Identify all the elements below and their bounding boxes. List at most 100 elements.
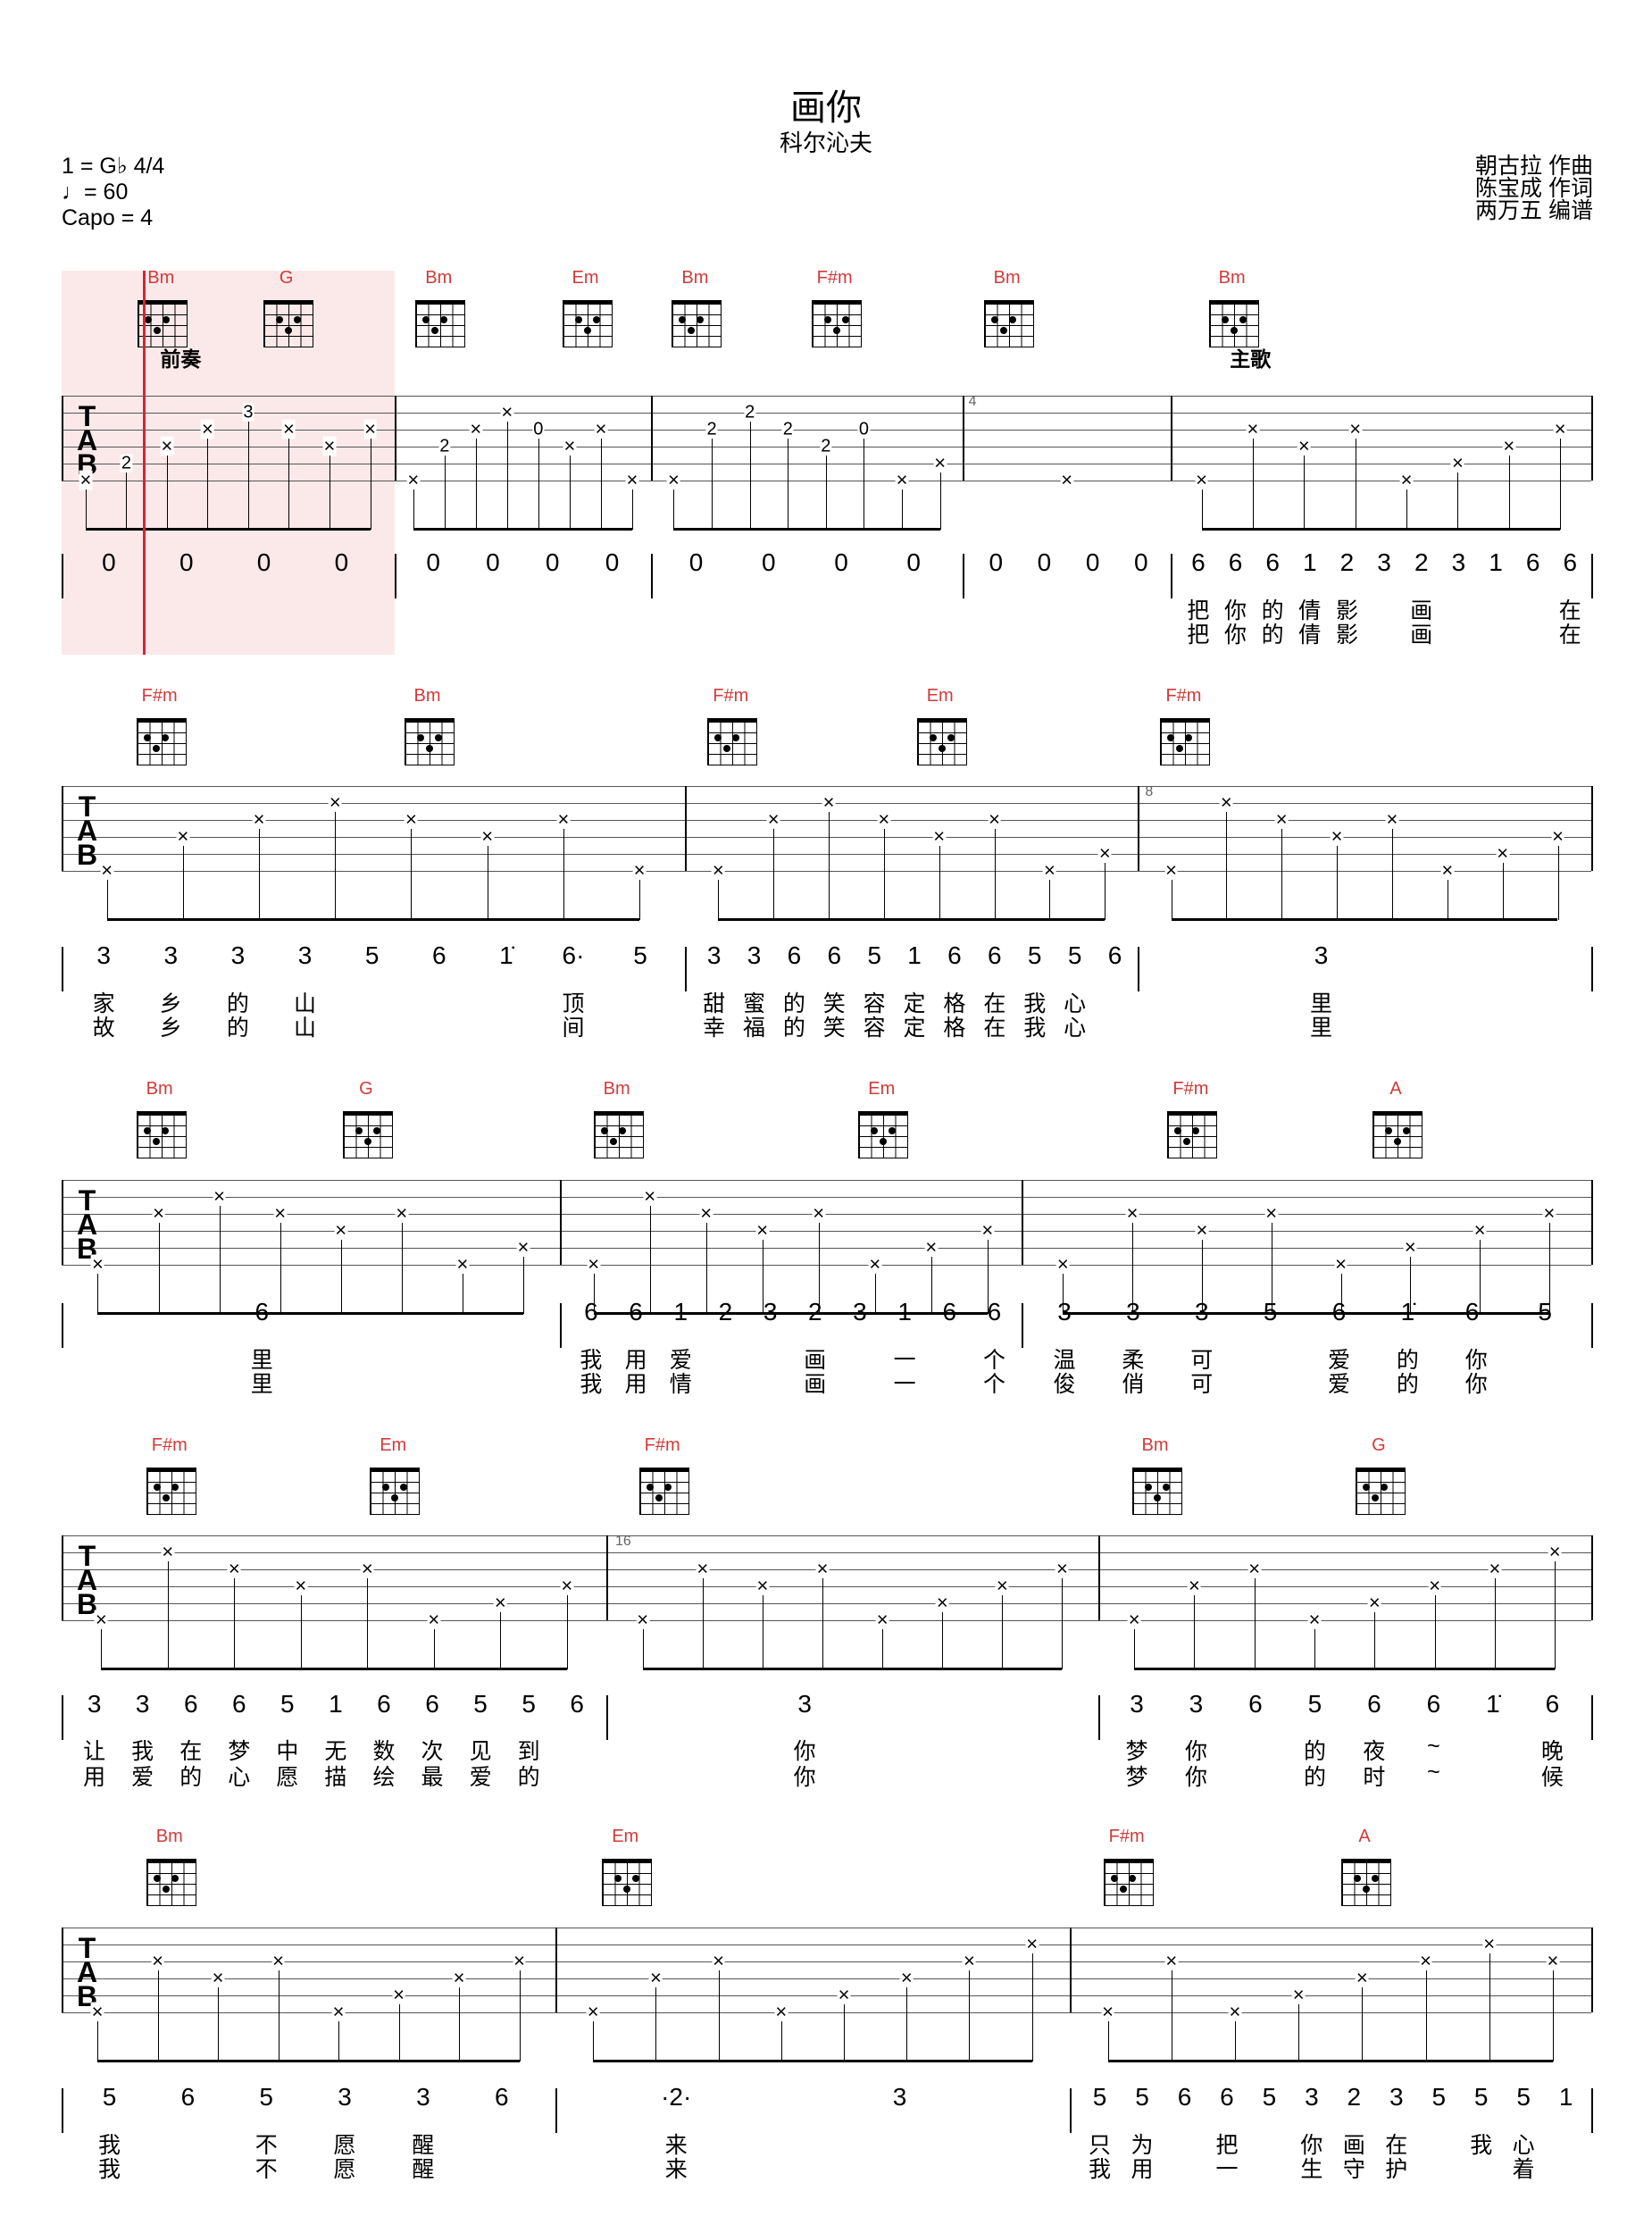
finger-dot-icon bbox=[1403, 1126, 1411, 1134]
finger-dot-icon bbox=[143, 1126, 151, 1134]
chord-name[interactable]: F#m bbox=[713, 685, 749, 706]
jianpu-note: 3 bbox=[1451, 548, 1466, 577]
jianpu-note: 5 bbox=[1262, 2082, 1277, 2111]
lyric-line-2: 你 bbox=[1184, 1765, 1207, 1791]
tab-note-x: × bbox=[1187, 1574, 1201, 1597]
note-beam bbox=[1171, 918, 1558, 922]
note-stem bbox=[712, 439, 713, 531]
finger-dot-icon bbox=[732, 733, 740, 741]
playback-cursor[interactable] bbox=[143, 271, 146, 655]
chord-name[interactable]: Bm bbox=[413, 685, 441, 706]
lyric-line-1: 顶 bbox=[562, 991, 585, 1017]
chord-name[interactable]: F#m bbox=[141, 685, 178, 706]
chord-name[interactable]: A bbox=[1358, 1827, 1371, 1847]
chord-name[interactable]: G bbox=[359, 1078, 373, 1099]
lyric-line-2: 的 bbox=[1261, 622, 1284, 648]
jianpu-note: 5 bbox=[633, 941, 647, 970]
arranger: 两万五 编谱 bbox=[1475, 198, 1593, 223]
finger-dot-icon bbox=[574, 316, 582, 324]
note-stem bbox=[882, 1629, 884, 1670]
note-stem bbox=[718, 1970, 720, 2062]
note-stem bbox=[335, 812, 337, 921]
lyric-line-1: 画 bbox=[804, 1347, 827, 1373]
note-stem bbox=[1457, 473, 1459, 531]
lyric-line-1: 只 bbox=[1089, 2132, 1112, 2158]
note-stem bbox=[500, 1612, 502, 1670]
finger-dot-icon bbox=[1362, 1483, 1370, 1491]
staff-line bbox=[61, 871, 1591, 873]
chord-name[interactable]: Bm bbox=[993, 268, 1021, 289]
jianpu-note: 6 bbox=[1107, 941, 1122, 970]
finger-dot-icon bbox=[723, 744, 731, 752]
chord-name[interactable]: A bbox=[1389, 1078, 1402, 1099]
chord-name[interactable]: Bm bbox=[603, 1078, 630, 1099]
lyric-line-2: 定 bbox=[903, 1016, 926, 1041]
chord-name[interactable]: F#m bbox=[644, 1434, 680, 1455]
tab-note-x: × bbox=[406, 468, 421, 491]
note-stem bbox=[593, 1273, 595, 1314]
chord-name[interactable]: F#m bbox=[816, 268, 853, 289]
chord-name[interactable]: F#m bbox=[1172, 1078, 1209, 1099]
tab-fret-number: 2 bbox=[438, 437, 451, 457]
jianpu-note: 6 bbox=[1367, 1689, 1381, 1718]
barline bbox=[61, 396, 63, 481]
tab-fret-number: 0 bbox=[857, 420, 871, 440]
chord-name[interactable]: Bm bbox=[155, 1827, 183, 1847]
tab-note-x: × bbox=[363, 417, 377, 440]
tab-note-x: × bbox=[995, 1574, 1009, 1597]
chord-name[interactable]: Em bbox=[926, 685, 954, 706]
chord-name[interactable]: Bm bbox=[425, 268, 453, 289]
chord-name[interactable]: Em bbox=[380, 1434, 407, 1455]
finger-dot-icon bbox=[163, 316, 171, 324]
jianpu-note: 6 bbox=[425, 1689, 439, 1718]
chord-name[interactable]: Bm bbox=[1141, 1434, 1169, 1455]
jianpu-note: 0 bbox=[334, 548, 349, 577]
note-stem bbox=[278, 1970, 280, 2062]
chord-name[interactable]: Bm bbox=[1218, 268, 1246, 289]
lyric-line-2: 最 bbox=[421, 1765, 444, 1791]
lyric-line-2: 我 bbox=[580, 1371, 603, 1397]
lyric-line-2: 的 bbox=[517, 1765, 540, 1791]
chord-name[interactable]: F#m bbox=[1108, 1827, 1145, 1847]
lyric-line-1: 格 bbox=[943, 991, 966, 1017]
finger-dot-icon bbox=[363, 1137, 371, 1145]
tab-note-x: × bbox=[493, 1591, 507, 1614]
lyric-line-2: 倩 bbox=[1298, 622, 1322, 648]
note-stem bbox=[97, 2021, 99, 2062]
lyric-line-2: 我 bbox=[1089, 2156, 1112, 2182]
finger-dot-icon bbox=[400, 1483, 408, 1491]
jianpu-note: 5 bbox=[473, 1689, 488, 1718]
jianpu-note: 6 bbox=[254, 1297, 270, 1326]
finger-dot-icon bbox=[382, 1483, 390, 1491]
chord-name[interactable]: F#m bbox=[151, 1434, 188, 1455]
finger-dot-icon bbox=[1128, 1875, 1136, 1883]
chord-name[interactable]: Bm bbox=[681, 268, 709, 289]
note-stem bbox=[1560, 439, 1562, 531]
chord-name[interactable]: G bbox=[1372, 1434, 1386, 1455]
chord-name[interactable]: Bm bbox=[146, 1078, 173, 1099]
jianpu-note: 5 bbox=[1431, 2082, 1447, 2111]
chord-name[interactable]: G bbox=[279, 268, 294, 289]
lyric-line-2: 愿 bbox=[276, 1765, 299, 1791]
chord-name[interactable]: Em bbox=[572, 268, 599, 289]
chord-name[interactable]: Em bbox=[868, 1078, 896, 1099]
note-stem bbox=[1555, 1561, 1556, 1670]
jianpu-note: 1 bbox=[329, 1689, 343, 1718]
jianpu-note: 3 bbox=[1314, 941, 1329, 970]
tab-note-x: × bbox=[1274, 807, 1289, 831]
note-stem bbox=[874, 1273, 876, 1314]
chord-name[interactable]: F#m bbox=[1165, 685, 1202, 706]
measure-number: 4 bbox=[968, 394, 977, 410]
lyric-line-1: 晚 bbox=[1540, 1739, 1564, 1765]
chord-name[interactable]: Bm bbox=[147, 268, 175, 289]
lyric-line-1: 个 bbox=[982, 1347, 1005, 1373]
lyric-line-2: 的 bbox=[1396, 1371, 1419, 1397]
note-beam bbox=[1134, 1668, 1556, 1671]
finger-dot-icon bbox=[600, 1126, 608, 1134]
note-stem bbox=[1031, 1953, 1033, 2062]
finger-dot-icon bbox=[431, 327, 439, 335]
chord-name[interactable]: Em bbox=[612, 1827, 639, 1847]
lyric-line-1: 来 bbox=[664, 2132, 688, 2158]
jianpu-note: 0 bbox=[688, 548, 704, 577]
note-stem bbox=[593, 2021, 595, 2062]
